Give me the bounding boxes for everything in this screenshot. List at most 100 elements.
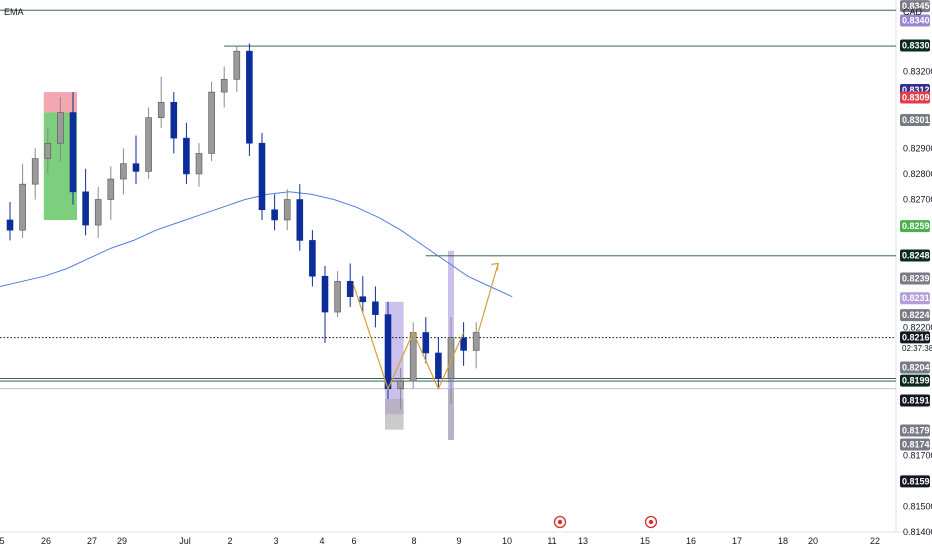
retest-zone [448,388,454,440]
candle [359,276,367,313]
price-badge: 0.83302 [900,39,932,52]
candle [57,97,64,162]
date-label: 29 [117,536,127,546]
price-badge-background [900,438,930,451]
candle-body [157,102,165,118]
date-label: 3 [273,536,278,546]
price-badge: 0.82248 [900,309,932,322]
candle-body [397,380,404,390]
price-badge: 0.81797 [900,424,932,437]
candle [145,107,152,180]
date-label: 4 [319,536,324,546]
candle [44,127,52,174]
price-badge-background [900,14,930,27]
candle [220,66,228,108]
price-badge-background [900,39,930,52]
candle [460,322,467,366]
candle [6,202,14,241]
candle [170,92,178,154]
annotations [352,262,499,391]
price-badge-label: 0.81598 [902,476,932,486]
date-label: 17 [732,536,742,546]
price-badge: 0.83456 [900,0,932,13]
candle-body [296,199,304,241]
price-badge-background [900,361,930,374]
price-badge-background [900,272,930,285]
candle-body [57,112,64,144]
candle [233,46,241,93]
date-label: 10 [502,536,512,546]
price-badge-label: 0.82391 [902,274,932,284]
candle-body [372,301,379,315]
date-label: 27 [87,536,97,546]
price-badge: 0.81742 [900,438,932,451]
candle [31,148,39,200]
price-badge-label: 0.82248 [902,310,932,320]
price-badge: 0.81914 [900,394,932,407]
price-badge: 0.83099 [900,91,932,104]
candle [321,266,329,343]
date-label: 6 [351,536,356,546]
candle [157,76,165,128]
candle-body [422,332,430,354]
candle-body [435,352,442,379]
candle [183,122,190,185]
price-badge-label: 0.83302 [902,41,932,51]
price-badge-background [900,113,930,126]
indicator-label[interactable]: EMA [4,7,24,17]
price-badge-label: 0.82314 [902,293,932,303]
date-label: 8 [411,536,416,546]
zigzag-path [352,283,465,391]
candle [422,317,430,364]
economic-event-icon[interactable] [644,515,658,529]
price-badge: 0.81598 [900,475,932,488]
candle [120,148,127,195]
price-badge-background [900,374,930,387]
candle-body [359,296,367,303]
price-badge: 0.82161 [900,331,932,344]
candle-body [82,191,89,226]
projection-arrow [477,263,499,333]
price-badge: 0.82043 [900,361,932,374]
price-badge-label: 0.83456 [902,1,932,11]
projection-arrow-head [491,262,499,271]
candle [397,368,404,410]
event-icon-dot [557,519,563,525]
price-badge-label: 0.81797 [902,425,932,435]
candle [309,230,316,287]
candle-body [145,117,152,172]
candle-body [208,91,215,154]
candle-body [132,163,140,172]
price-badge: 0.82596 [900,220,932,233]
price-badge-background [900,249,930,262]
price-badge: 0.82391 [900,272,932,285]
price-badge-background [900,475,930,488]
candle-body [69,112,77,193]
countdown-label: 02:37:38 [902,344,932,353]
candle [283,189,291,231]
price-badge-label: 0.81914 [902,396,932,406]
price-badge-background [900,331,930,344]
demand-zone [385,399,404,430]
price-badge-label: 0.83011 [902,115,932,125]
price-badge-label: 0.81742 [902,440,932,450]
candle [195,143,203,187]
candle [296,184,304,251]
candle-body [447,337,455,379]
date-label: 5 [0,536,5,546]
candle-body [233,50,241,80]
price-badge-label: 0.83400 [902,15,932,25]
economic-event-icon[interactable] [553,515,567,529]
date-label: 26 [41,536,51,546]
candle [246,43,253,157]
date-label: 18 [778,536,788,546]
date-label: 9 [456,536,461,546]
